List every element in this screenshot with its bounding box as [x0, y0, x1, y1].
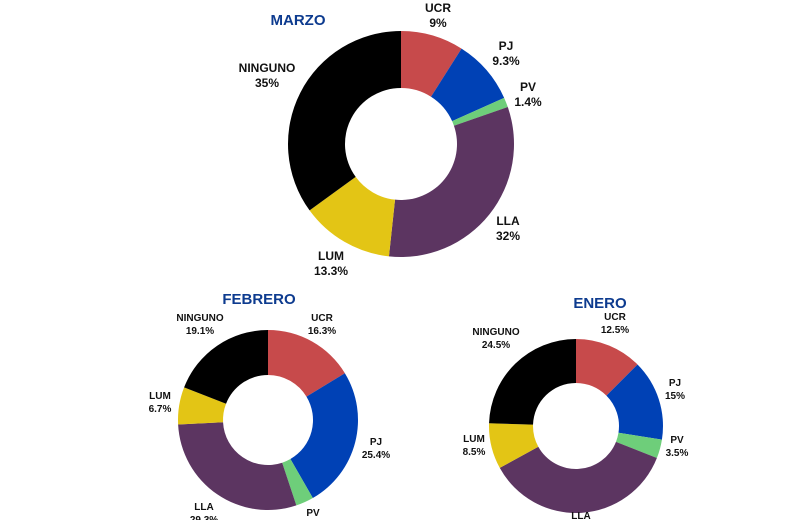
slice-label-pj: PJ [669, 378, 681, 389]
donut-chart-febrero: FEBRERO UCR 16.3% PJ 25.4% PV LLA 29.3% LUM 6.7% N… [149, 291, 391, 520]
slice-value-lum: 13.3% [314, 264, 348, 278]
slice-ninguno [288, 31, 401, 211]
slice-label-lum: LUM [318, 249, 344, 263]
slice-label-ucr: UCR [604, 312, 626, 323]
slice-value-lum: 8.5% [463, 447, 486, 458]
slice-ucr [576, 339, 638, 396]
slice-pv [452, 97, 508, 126]
slice-lum [489, 423, 539, 468]
slice-label-ninguno: NINGUNO [472, 327, 519, 338]
slice-value-ninguno: 19.1% [186, 326, 214, 337]
slice-value-ucr: 9% [429, 16, 447, 30]
slice-pv [282, 459, 313, 506]
slice-value-lum: 6.7% [149, 404, 172, 415]
slice-value-ninguno: 35% [255, 76, 279, 90]
slice-value-pj: 25.4% [362, 450, 390, 461]
slice-value-pj: 15% [665, 391, 685, 402]
slice-lla [499, 441, 657, 513]
slice-label-ninguno: NINGUNO [176, 313, 223, 324]
slice-value-pv: 1.4% [514, 95, 542, 109]
slice-ninguno [489, 339, 576, 425]
slice-value-lla: 32% [496, 229, 520, 243]
slice-label-lla: LLA [571, 511, 590, 520]
slice-label-lum: LUM [463, 434, 485, 445]
slice-label-pv: PV [670, 435, 684, 446]
slice-lum [309, 176, 396, 257]
slice-label-pv: PV [520, 80, 536, 94]
slice-value-ucr: 12.5% [601, 325, 629, 336]
slice-value-pv: 3.5% [666, 448, 689, 459]
slice-label-lum: LUM [149, 391, 171, 402]
slice-pj [606, 364, 663, 440]
slice-pv [615, 432, 662, 459]
chart-title: MARZO [271, 12, 326, 29]
slice-value-ucr: 16.3% [308, 326, 336, 337]
slice-lla [388, 107, 514, 258]
slice-ucr [401, 31, 462, 97]
slice-label-lla: LLA [194, 502, 213, 513]
slice-label-ucr: UCR [311, 313, 333, 324]
slice-label-ucr: UCR [425, 1, 451, 15]
slice-label-ninguno: NINGUNO [239, 61, 296, 75]
slice-ucr [268, 330, 345, 397]
slice-value-lla: 29.3% [190, 515, 218, 520]
slice-lum [178, 387, 227, 425]
slice-lla [178, 422, 297, 510]
slice-value-ninguno: 24.5% [482, 340, 510, 351]
slice-value-pj: 9.3% [492, 54, 520, 68]
chart-title: FEBRERO [222, 291, 296, 308]
slice-pj [290, 373, 359, 499]
slice-label-pv: PV [306, 508, 320, 519]
slice-label-pj: PJ [370, 437, 382, 448]
slice-label-lla: LLA [496, 214, 520, 228]
slice-label-pj: PJ [499, 39, 514, 53]
slice-pj [431, 48, 505, 122]
chart-title: ENERO [573, 295, 627, 312]
slice-ninguno [184, 330, 268, 404]
